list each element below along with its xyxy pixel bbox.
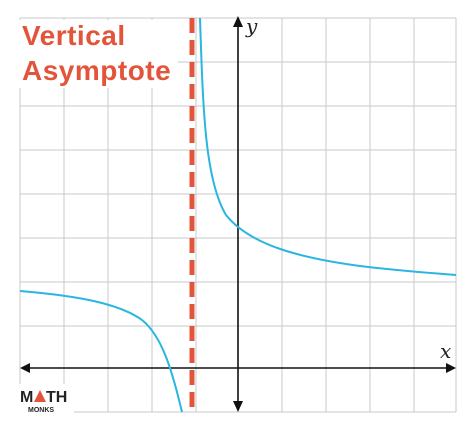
x-axis-label: x: [440, 339, 451, 363]
curve-left: [19, 290, 183, 413]
curve-right: [199, 17, 457, 276]
logo-text: M: [20, 389, 33, 406]
title-line: Asymptote: [22, 55, 171, 86]
y-axis-label: y: [245, 14, 258, 38]
logo: M TH MONKS: [16, 384, 74, 414]
logo-subtext: MONKS: [28, 407, 54, 414]
logo-background: [16, 384, 74, 414]
logo-text: TH: [46, 389, 67, 406]
title-background: [18, 20, 178, 88]
logo-triangle: [34, 390, 46, 402]
title-line: Vertical: [22, 20, 126, 51]
axes: [20, 16, 456, 412]
